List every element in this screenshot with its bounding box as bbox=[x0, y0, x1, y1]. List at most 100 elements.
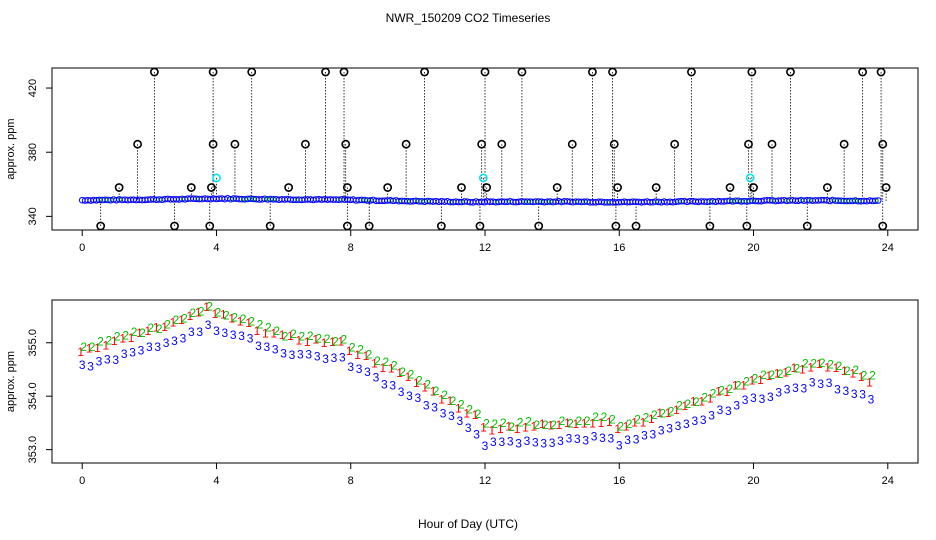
bottom-series-3-point: 3 bbox=[154, 340, 161, 354]
bottom-series-1-point: 1 bbox=[497, 422, 504, 436]
top-cal-ref-point bbox=[284, 183, 294, 192]
bottom-series-1-point: 1 bbox=[413, 376, 420, 390]
bottom-series-3-point: 3 bbox=[347, 360, 354, 374]
bottom-series-2-point: 2 bbox=[181, 311, 188, 325]
bottom-x-tick-label: 0 bbox=[79, 475, 85, 487]
bottom-series-2-point: 2 bbox=[752, 372, 759, 386]
bottom-series-2-point: 2 bbox=[433, 384, 440, 398]
top-cal-high-point bbox=[208, 67, 218, 77]
top-cal-high-point bbox=[876, 67, 886, 77]
bottom-series-3-point: 3 bbox=[792, 381, 799, 395]
bottom-series-3-point: 3 bbox=[515, 437, 522, 451]
bottom-series-2-point: 2 bbox=[575, 414, 582, 428]
bottom-series-2-point: 2 bbox=[164, 317, 171, 331]
bottom-series-3-point: 3 bbox=[834, 383, 841, 397]
bottom-series-2-point: 2 bbox=[567, 417, 574, 431]
bottom-y-axis-label: approx. ppm bbox=[5, 351, 17, 412]
bottom-series-1-point: 1 bbox=[799, 363, 806, 377]
bottom-series-1-point: 1 bbox=[757, 373, 764, 387]
bottom-series-1-point: 1 bbox=[690, 395, 697, 409]
bottom-series-3-point: 3 bbox=[532, 435, 539, 449]
bottom-series-2-point: 2 bbox=[668, 405, 675, 419]
bottom-series-1-point: 1 bbox=[572, 417, 579, 431]
bottom-series-3-point: 3 bbox=[582, 433, 589, 447]
bottom-series-2-point: 2 bbox=[466, 403, 473, 417]
bottom-series-2-point: 2 bbox=[206, 299, 213, 313]
top-cal-ref-point bbox=[749, 183, 758, 192]
bottom-series-3-point: 3 bbox=[146, 340, 153, 354]
top-cal-mid-point bbox=[301, 139, 310, 149]
bottom-series-2-point: 2 bbox=[626, 417, 633, 431]
bottom-series-2-point: 2 bbox=[727, 382, 734, 396]
top-y-tick-label: 340 bbox=[27, 207, 39, 225]
bottom-series-1-point: 1 bbox=[321, 336, 328, 350]
bottom-series-3-point: 3 bbox=[280, 347, 287, 361]
bottom-series-2-point: 2 bbox=[525, 415, 532, 429]
bottom-series-1-point: 1 bbox=[623, 420, 630, 434]
bottom-series-3-point: 3 bbox=[255, 339, 262, 353]
bottom-series-2-point: 2 bbox=[89, 340, 96, 354]
bottom-series-2-point: 2 bbox=[97, 334, 104, 348]
bottom-series-1-point: 1 bbox=[153, 320, 160, 334]
bottom-series-3-point: 3 bbox=[364, 365, 371, 379]
bottom-series-1-point: 1 bbox=[405, 370, 412, 384]
bottom-series-2-point: 2 bbox=[685, 397, 692, 411]
bottom-series-1-point: 1 bbox=[774, 366, 781, 380]
bottom-series-2-point: 2 bbox=[307, 329, 314, 343]
bottom-series-1-point: 1 bbox=[614, 422, 621, 436]
bottom-series-2-point: 2 bbox=[869, 369, 876, 383]
bottom-series-1-point: 1 bbox=[648, 412, 655, 426]
bottom-series-1-point: 1 bbox=[363, 349, 370, 363]
top-cal-mid-point bbox=[567, 139, 577, 149]
bottom-series-3-point: 3 bbox=[389, 379, 396, 393]
bottom-series-2-point: 2 bbox=[265, 321, 272, 335]
bottom-series-1-point: 1 bbox=[128, 331, 135, 345]
bottom-series-3-point: 3 bbox=[188, 325, 195, 339]
bottom-series-3-point: 3 bbox=[574, 432, 581, 446]
bottom-series-2-point: 2 bbox=[701, 390, 708, 404]
bottom-series-2-point: 2 bbox=[643, 410, 650, 424]
bottom-series-2-point: 2 bbox=[492, 417, 499, 431]
bottom-y-tick-label: 354.0 bbox=[27, 382, 39, 410]
bottom-series-1-point: 1 bbox=[94, 341, 101, 355]
top-cal-low-point bbox=[342, 221, 352, 231]
bottom-series-2-point: 2 bbox=[483, 416, 490, 430]
bottom-series-1-point: 1 bbox=[396, 366, 403, 380]
top-cal-low-point bbox=[436, 221, 446, 231]
bottom-series-2-point: 2 bbox=[273, 324, 280, 338]
bottom-series-3-point: 3 bbox=[675, 419, 682, 433]
bottom-series-3-point: 3 bbox=[557, 434, 564, 448]
top-cal-low-point bbox=[705, 221, 715, 231]
bottom-series-1-point: 1 bbox=[698, 395, 705, 409]
bottom-series-3-point: 3 bbox=[540, 436, 547, 450]
bottom-series-2-point: 2 bbox=[592, 410, 599, 424]
bottom-series-1-point: 1 bbox=[749, 374, 756, 388]
bottom-series-1-point: 1 bbox=[791, 361, 798, 375]
bottom-series-3-point: 3 bbox=[767, 390, 774, 404]
bottom-series-3-point: 3 bbox=[482, 439, 489, 453]
bottom-series-1-point: 1 bbox=[136, 326, 143, 340]
bottom-series-3-point: 3 bbox=[633, 433, 640, 447]
bottom-series-1-point: 1 bbox=[86, 342, 93, 356]
bottom-series-1-point: 1 bbox=[438, 392, 445, 406]
bottom-series-3-point: 3 bbox=[549, 436, 556, 450]
bottom-series-2-point: 2 bbox=[559, 414, 566, 428]
x-axis-label: Hour of Day (UTC) bbox=[418, 517, 518, 531]
bottom-series-2-point: 2 bbox=[424, 377, 431, 391]
bottom-series-1-point: 1 bbox=[807, 361, 814, 375]
top-cal-high-point bbox=[321, 67, 330, 77]
bottom-series-2-point: 2 bbox=[458, 397, 465, 411]
bottom-series-2-point: 2 bbox=[517, 416, 524, 430]
top-cal-ref-point bbox=[207, 183, 216, 192]
bottom-series-1-point: 1 bbox=[329, 335, 336, 349]
bottom-series-3-point: 3 bbox=[398, 385, 405, 399]
bottom-series-1-point: 1 bbox=[245, 316, 252, 330]
top-cal-mid-point bbox=[341, 139, 351, 149]
bottom-series-1-point: 1 bbox=[270, 327, 277, 341]
bottom-series-1-point: 1 bbox=[531, 420, 538, 434]
bottom-series-3-point: 3 bbox=[289, 348, 296, 362]
top-cal-high-point bbox=[149, 67, 159, 77]
top-cal-ref-point bbox=[383, 183, 393, 192]
bottom-series-3-point: 3 bbox=[473, 428, 480, 442]
top-cal-low-point bbox=[475, 221, 485, 231]
